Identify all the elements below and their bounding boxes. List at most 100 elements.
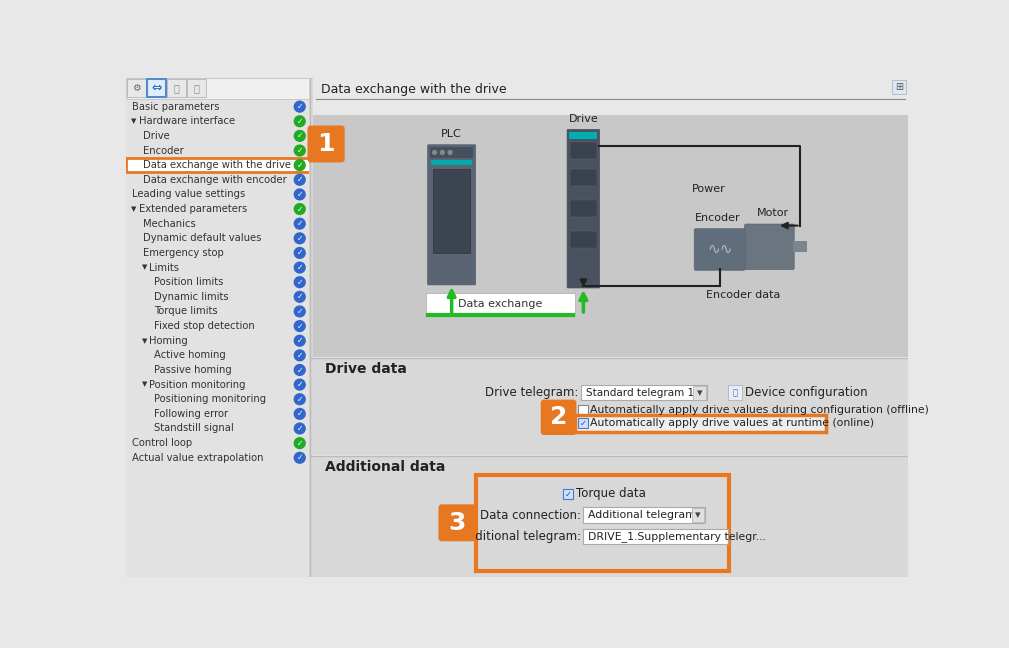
Text: ✓: ✓ xyxy=(297,365,303,375)
Circle shape xyxy=(295,233,305,244)
Text: Homing: Homing xyxy=(149,336,188,346)
Text: Standard telegram 105: Standard telegram 105 xyxy=(585,388,707,398)
Text: ✓: ✓ xyxy=(297,248,303,257)
FancyBboxPatch shape xyxy=(563,489,573,499)
Text: 1: 1 xyxy=(317,132,335,156)
Text: ✓: ✓ xyxy=(297,395,303,404)
Text: ✓: ✓ xyxy=(297,321,303,330)
Circle shape xyxy=(448,150,452,154)
Text: Active homing: Active homing xyxy=(154,351,226,360)
FancyBboxPatch shape xyxy=(575,415,826,432)
Text: Positioning monitoring: Positioning monitoring xyxy=(154,394,266,404)
Text: Leading value settings: Leading value settings xyxy=(132,189,245,200)
Text: Emergency stop: Emergency stop xyxy=(143,248,224,258)
Text: Power: Power xyxy=(692,185,725,194)
Text: Following error: Following error xyxy=(154,409,228,419)
Circle shape xyxy=(295,306,305,317)
Text: 2: 2 xyxy=(550,406,567,430)
Text: Torque limits: Torque limits xyxy=(154,307,218,316)
Text: Drive: Drive xyxy=(143,131,170,141)
Text: ▾: ▾ xyxy=(697,388,702,398)
FancyBboxPatch shape xyxy=(428,145,475,285)
Text: ✓: ✓ xyxy=(297,219,303,228)
Text: Position limits: Position limits xyxy=(154,277,223,287)
Text: Data connection:: Data connection: xyxy=(480,509,581,522)
Text: ⇔: ⇔ xyxy=(151,82,161,95)
Text: Torque data: Torque data xyxy=(575,487,646,500)
Circle shape xyxy=(295,145,305,156)
FancyBboxPatch shape xyxy=(583,529,728,544)
Text: ✓: ✓ xyxy=(297,263,303,272)
Circle shape xyxy=(295,438,305,448)
Circle shape xyxy=(295,277,305,288)
Text: Encoder data: Encoder data xyxy=(706,290,780,300)
Text: ✓: ✓ xyxy=(297,176,303,184)
Text: ▾: ▾ xyxy=(695,510,701,520)
Circle shape xyxy=(295,292,305,302)
FancyBboxPatch shape xyxy=(127,79,145,97)
Text: ✓: ✓ xyxy=(297,102,303,111)
Text: ∿∿: ∿∿ xyxy=(707,242,733,257)
Text: Device configuration: Device configuration xyxy=(745,386,867,399)
Text: Mechanics: Mechanics xyxy=(143,218,196,229)
Text: ✓: ✓ xyxy=(297,146,303,155)
Text: ▼: ▼ xyxy=(141,338,147,343)
FancyBboxPatch shape xyxy=(430,147,473,158)
Circle shape xyxy=(295,248,305,259)
Text: Dynamic limits: Dynamic limits xyxy=(154,292,229,302)
FancyBboxPatch shape xyxy=(570,169,596,187)
Text: Limits: Limits xyxy=(149,262,180,273)
Text: ✓: ✓ xyxy=(297,278,303,286)
Text: ✓: ✓ xyxy=(297,380,303,389)
FancyBboxPatch shape xyxy=(578,405,588,415)
FancyBboxPatch shape xyxy=(694,229,746,270)
FancyBboxPatch shape xyxy=(745,224,794,270)
FancyBboxPatch shape xyxy=(570,200,596,217)
Text: 📁: 📁 xyxy=(174,83,180,93)
Text: ✓: ✓ xyxy=(297,234,303,243)
Circle shape xyxy=(295,174,305,185)
Circle shape xyxy=(440,150,444,154)
Circle shape xyxy=(295,160,305,170)
Circle shape xyxy=(295,423,305,434)
Text: Control loop: Control loop xyxy=(132,438,193,448)
Circle shape xyxy=(295,218,305,229)
Text: Automatically apply drive values during configuration (offline): Automatically apply drive values during … xyxy=(590,405,929,415)
Text: Position monitoring: Position monitoring xyxy=(149,380,246,389)
FancyBboxPatch shape xyxy=(188,79,206,97)
Text: ▼: ▼ xyxy=(141,382,147,388)
FancyBboxPatch shape xyxy=(692,508,704,522)
Text: ✓: ✓ xyxy=(297,424,303,433)
FancyBboxPatch shape xyxy=(167,79,186,97)
FancyBboxPatch shape xyxy=(567,130,599,288)
FancyBboxPatch shape xyxy=(581,385,706,400)
Text: ▼: ▼ xyxy=(131,119,136,124)
FancyBboxPatch shape xyxy=(433,168,470,253)
FancyBboxPatch shape xyxy=(583,507,705,523)
Circle shape xyxy=(295,350,305,361)
Circle shape xyxy=(295,189,305,200)
FancyBboxPatch shape xyxy=(308,126,345,163)
Text: ⚙: ⚙ xyxy=(132,83,140,93)
Text: Encoder: Encoder xyxy=(694,213,741,222)
FancyBboxPatch shape xyxy=(126,78,310,98)
Circle shape xyxy=(295,452,305,463)
Text: Data exchange: Data exchange xyxy=(458,299,543,309)
FancyBboxPatch shape xyxy=(570,142,596,159)
Circle shape xyxy=(295,203,305,214)
FancyBboxPatch shape xyxy=(432,160,472,165)
Text: ✓: ✓ xyxy=(565,489,572,498)
Text: ✓: ✓ xyxy=(579,419,586,428)
Text: Additional data: Additional data xyxy=(325,459,445,474)
FancyBboxPatch shape xyxy=(439,504,475,541)
Circle shape xyxy=(295,394,305,404)
Text: Hardware interface: Hardware interface xyxy=(138,116,235,126)
Circle shape xyxy=(295,335,305,346)
Text: Drive: Drive xyxy=(568,114,598,124)
FancyBboxPatch shape xyxy=(309,78,313,577)
Text: 3: 3 xyxy=(448,511,466,535)
FancyBboxPatch shape xyxy=(892,80,906,94)
FancyBboxPatch shape xyxy=(126,78,310,577)
Text: ✓: ✓ xyxy=(297,292,303,301)
Text: Motor: Motor xyxy=(757,208,789,218)
